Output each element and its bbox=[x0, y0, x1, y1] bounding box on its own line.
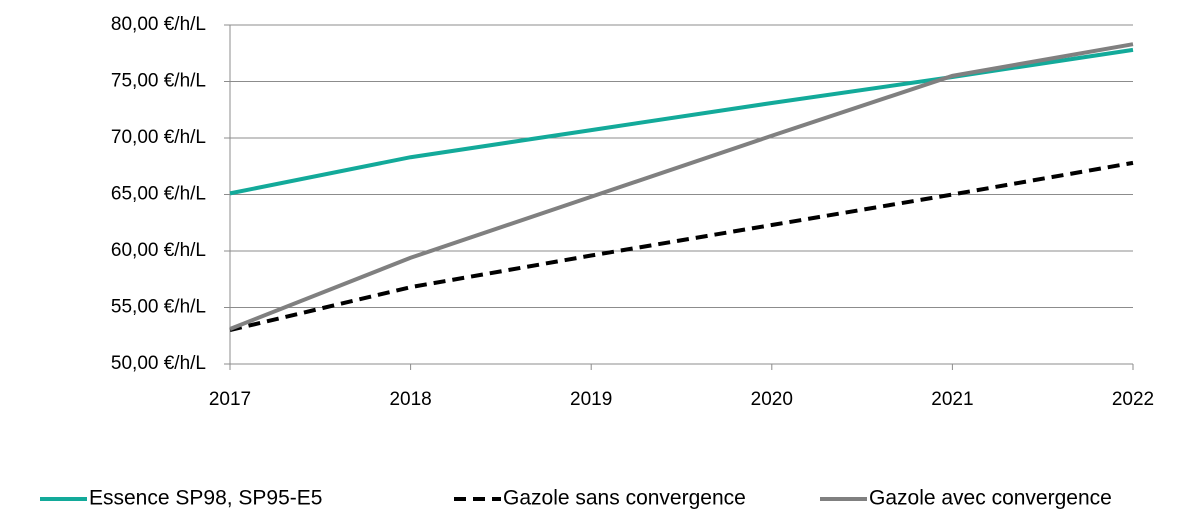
legend-label: Gazole sans convergence bbox=[503, 487, 746, 510]
legend-label: Gazole avec convergence bbox=[869, 487, 1112, 510]
x-tick-label: 2017 bbox=[209, 389, 251, 410]
y-tick-label: 50,00 €/h/L bbox=[111, 353, 206, 374]
x-tick-label: 2020 bbox=[751, 389, 793, 410]
y-tick-label: 55,00 €/h/L bbox=[111, 297, 206, 318]
legend-label: Essence SP98, SP95-E5 bbox=[89, 487, 322, 510]
y-tick-label: 60,00 €/h/L bbox=[111, 240, 206, 261]
data-line bbox=[229, 47, 1134, 196]
x-tick-label: 2018 bbox=[389, 389, 431, 410]
x-tick-label: 2019 bbox=[570, 389, 612, 410]
x-tick-label: 2022 bbox=[1112, 389, 1154, 410]
y-tick-label: 70,00 €/h/L bbox=[111, 127, 206, 148]
data-line bbox=[229, 42, 1134, 331]
x-tick-label: 2021 bbox=[931, 389, 973, 410]
y-tick-label: 80,00 €/h/L bbox=[111, 14, 206, 35]
y-tick-label: 65,00 €/h/L bbox=[111, 184, 206, 205]
data-line bbox=[229, 160, 1134, 333]
y-tick-label: 75,00 €/h/L bbox=[111, 71, 206, 92]
